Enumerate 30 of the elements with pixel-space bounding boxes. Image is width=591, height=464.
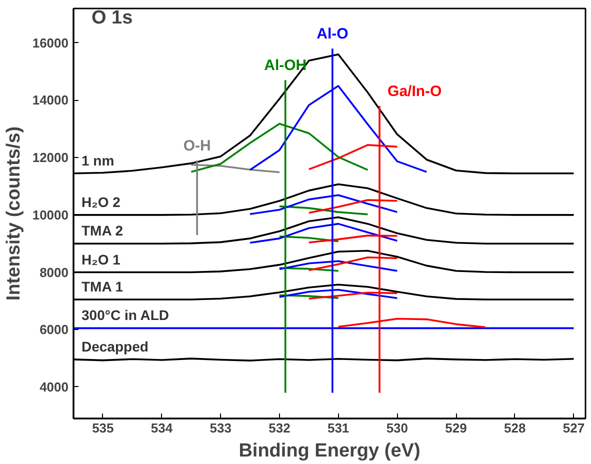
x-tick-label: 531	[327, 420, 350, 436]
legend-label: TMA 2	[82, 222, 124, 239]
y-axis-title: Intensity (counts/s)	[3, 126, 24, 301]
x-tick-label: 530	[386, 420, 408, 436]
y-tick-label: 8000	[40, 264, 68, 280]
legend-label: 1 nm	[82, 152, 114, 168]
y-tick-label: 12000	[32, 150, 69, 166]
x-tick-label: 533	[210, 420, 232, 436]
y-tick-label: 14000	[32, 92, 69, 108]
series-label: Ga/In-O	[388, 82, 442, 100]
x-tick-label: 535	[92, 420, 114, 436]
x-tick-label: 534	[150, 420, 174, 436]
x-axis-title: Binding Energy (eV)	[238, 440, 420, 462]
series-label: Al-OH	[264, 57, 307, 74]
annotation: O 1s	[92, 8, 133, 28]
legend-label: Decapped	[82, 338, 148, 354]
series-label: H₂O 2	[82, 194, 121, 210]
y-tick-label: 10000	[32, 207, 69, 222]
legend-label: TMA 1	[82, 278, 124, 295]
x-tick-label: 528	[504, 420, 526, 436]
x-tick-label: 532	[268, 420, 290, 436]
y-tick-label: 6000	[40, 322, 68, 338]
series-label: Al-O	[316, 26, 349, 43]
x-tick-label: 529	[445, 420, 467, 436]
series-label: 300°C in ALD	[82, 307, 170, 324]
x-tick-label: 527	[562, 420, 585, 436]
series-label: H₂O 1	[82, 251, 121, 268]
y-tick-label: 16000	[32, 35, 69, 50]
y-tick-label: 4000	[40, 379, 68, 394]
series-label: O-H	[183, 137, 211, 154]
